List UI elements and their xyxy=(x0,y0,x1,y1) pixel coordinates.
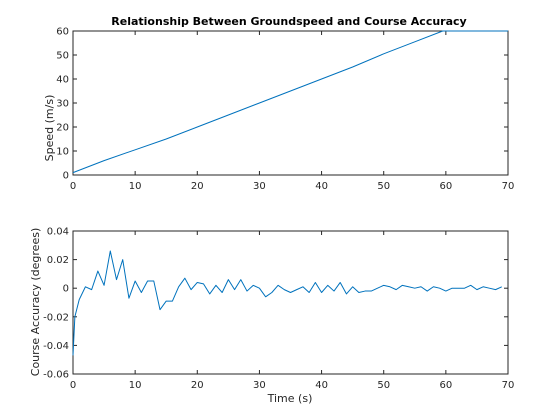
speed-y-tick-label: 40 xyxy=(56,75,69,86)
speed-x-tick-label: 20 xyxy=(191,181,204,192)
course-accuracy-x-tick-label: 70 xyxy=(502,380,515,391)
course-accuracy-y-tick-label: 0 xyxy=(63,284,69,295)
course-accuracy-y-tick-label: -0.06 xyxy=(43,370,69,381)
speed-plot-frame xyxy=(72,30,509,176)
time-x-axis-label: Time (s) xyxy=(267,392,313,405)
speed-y-tick-label: 0 xyxy=(63,171,69,182)
course-accuracy-y-tick-label: -0.04 xyxy=(43,341,69,352)
speed-series-line xyxy=(72,30,508,174)
speed-y-tick-label: 50 xyxy=(56,51,69,62)
speed-y-axis-label: Speed (m/s) xyxy=(43,95,56,162)
speed-x-tick-label: 60 xyxy=(439,181,452,192)
speed-x-tick-label: 0 xyxy=(70,181,76,192)
course-accuracy-x-tick-label: 30 xyxy=(253,380,266,391)
speed-x-tick-label: 40 xyxy=(315,181,328,192)
speed-axes: 0 10 20 30 40 50 60 70 0 10 20 30 40 50 60 xyxy=(56,27,514,193)
speed-x-tick-label: 30 xyxy=(253,181,266,192)
course-accuracy-y-tick-label: 0.04 xyxy=(47,227,69,238)
course-accuracy-x-tick-label: 50 xyxy=(377,380,390,391)
course-accuracy-x-tick-label: 10 xyxy=(129,380,142,391)
speed-x-tick-label: 50 xyxy=(377,181,390,192)
course-accuracy-x-tick-label: 60 xyxy=(439,380,452,391)
course-accuracy-y-tick-label: -0.02 xyxy=(43,312,69,323)
course-accuracy-series-line xyxy=(72,250,502,356)
speed-y-tick-label: 60 xyxy=(56,27,69,38)
course-accuracy-y-tick-label: 0.02 xyxy=(47,255,69,266)
speed-y-tick-label: 20 xyxy=(56,123,69,134)
course-accuracy-plot-frame xyxy=(72,230,509,375)
course-accuracy-y-axis-label: Course Accuracy (degrees) xyxy=(29,228,42,376)
course-accuracy-x-tick-label: 40 xyxy=(315,380,328,391)
speed-y-tick-label: 30 xyxy=(56,99,69,110)
speed-x-tick-label: 70 xyxy=(502,181,515,192)
course-accuracy-x-tick-label: 20 xyxy=(191,380,204,391)
course-accuracy-axes: 0 10 20 30 40 50 60 70 -0.06 -0.04 -0.02 0 0.02 0.04 xyxy=(43,227,514,392)
course-accuracy-x-tick-label: 0 xyxy=(70,380,76,391)
speed-x-tick-label: 10 xyxy=(129,181,142,192)
chart-title: Relationship Between Groundspeed and Cou… xyxy=(111,15,466,28)
speed-y-tick-label: 10 xyxy=(56,147,69,158)
